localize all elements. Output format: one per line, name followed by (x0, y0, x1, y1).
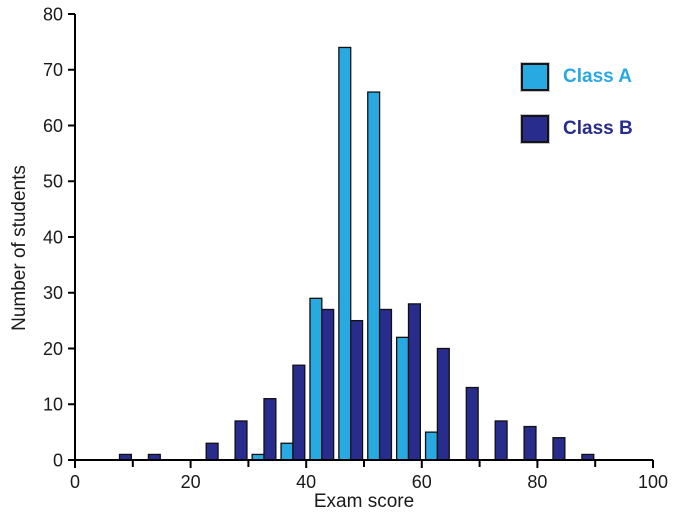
bar-class-b-bin-60 (436, 347, 450, 461)
bar-class-a-bin-55 (396, 336, 410, 461)
bar-class-b-bin-40 (321, 308, 335, 461)
y-tick-label-40: 40 (43, 227, 63, 247)
y-tick-label-20: 20 (43, 339, 63, 359)
bar-class-b-bin-55 (407, 303, 422, 461)
bar-class-b-bin-70 (494, 420, 508, 461)
y-tick-label-30: 30 (43, 283, 63, 303)
bar-class-b-bin-65 (465, 386, 479, 461)
y-tick-label-0: 0 (53, 450, 63, 470)
y-tick-label-50: 50 (43, 172, 63, 192)
legend-swatch-class-a-icon (520, 62, 550, 92)
bar-class-a-bin-40 (309, 297, 323, 461)
y-axis-label: Number of students (9, 165, 30, 331)
bar-class-a-bin-60 (424, 431, 439, 461)
x-axis-label: Exam score (313, 491, 415, 512)
legend-item-class-a: Class A (520, 62, 633, 92)
legend-swatch-class-b-icon (520, 114, 550, 144)
x-tick-label-80: 80 (527, 472, 547, 492)
bar-class-b-bin-25 (234, 420, 248, 461)
legend-label-class-a: Class A (563, 66, 632, 87)
bar-class-b-bin-30 (263, 398, 277, 461)
bar-class-a-bin-45 (338, 46, 352, 461)
x-tick-label-20: 20 (181, 472, 201, 492)
y-tick-label-70: 70 (43, 60, 63, 80)
bar-class-b-bin-35 (292, 364, 306, 461)
bar-class-a-bin-50 (367, 91, 381, 461)
x-tick-label-100: 100 (638, 472, 668, 492)
bar-class-b-bin-45 (350, 319, 364, 461)
x-tick-label-40: 40 (296, 472, 316, 492)
y-tick-label-80: 80 (43, 4, 63, 24)
legend-label-class-b: Class B (563, 118, 633, 139)
bar-class-b-bin-80 (552, 437, 566, 461)
x-tick-label-60: 60 (412, 472, 432, 492)
bar-class-b-bin-50 (378, 308, 393, 461)
legend: Class A Class B (520, 62, 633, 167)
y-tick-label-10: 10 (43, 395, 63, 415)
legend-item-class-b: Class B (520, 114, 633, 144)
bar-class-b-bin-20 (205, 442, 219, 461)
bar-class-b-bin-75 (523, 425, 537, 461)
y-tick-label-60: 60 (43, 116, 63, 136)
x-tick-label-0: 0 (70, 472, 80, 492)
bar-class-a-bin-35 (280, 442, 294, 461)
